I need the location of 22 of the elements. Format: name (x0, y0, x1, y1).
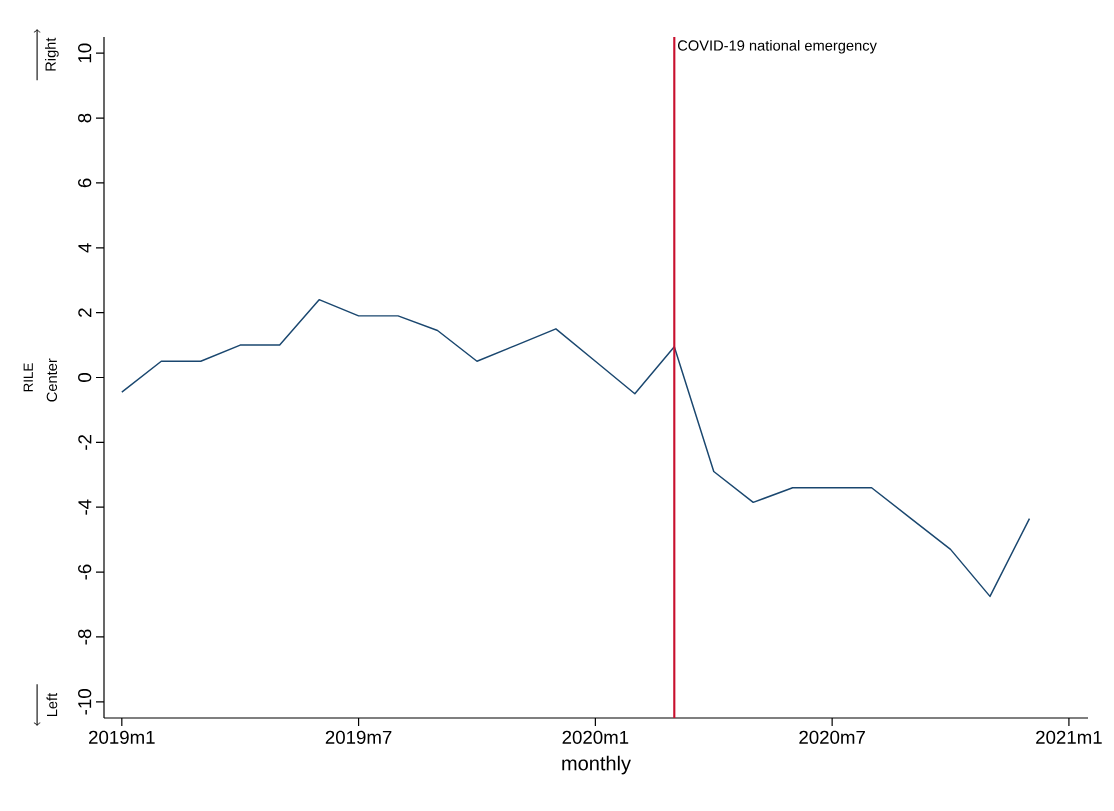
y-axis-title: RILE (23, 363, 33, 392)
y-tick-label: 6 (78, 178, 92, 188)
x-tick-label: 2021m1 (1036, 730, 1102, 744)
y-tick-label: 0 (78, 373, 92, 382)
text: Right (45, 37, 59, 71)
x-axis-title: monthly (562, 755, 631, 775)
y-tick-label: -4 (78, 499, 92, 515)
text: Left (46, 692, 58, 717)
text: Center (46, 358, 58, 402)
x-tick-label: 2019m1 (89, 730, 155, 744)
ref-line-label: COVID-19 national emergency (677, 39, 877, 54)
y-tick-label: 4 (78, 243, 92, 253)
y-tick-label: -8 (78, 629, 92, 645)
y-tick-label: 10 (78, 43, 92, 63)
y-tick-label: 8 (78, 113, 92, 123)
x-tick-label: 2020m1 (562, 730, 629, 744)
y-tick-label: -2 (78, 434, 92, 450)
y-tick-label: -10 (78, 689, 92, 715)
y-tick-label: 2 (78, 308, 92, 317)
x-tick-label: 2019m7 (325, 730, 392, 744)
x-tick-label: 2020m7 (799, 730, 865, 744)
y-tick-label: -6 (78, 564, 92, 580)
